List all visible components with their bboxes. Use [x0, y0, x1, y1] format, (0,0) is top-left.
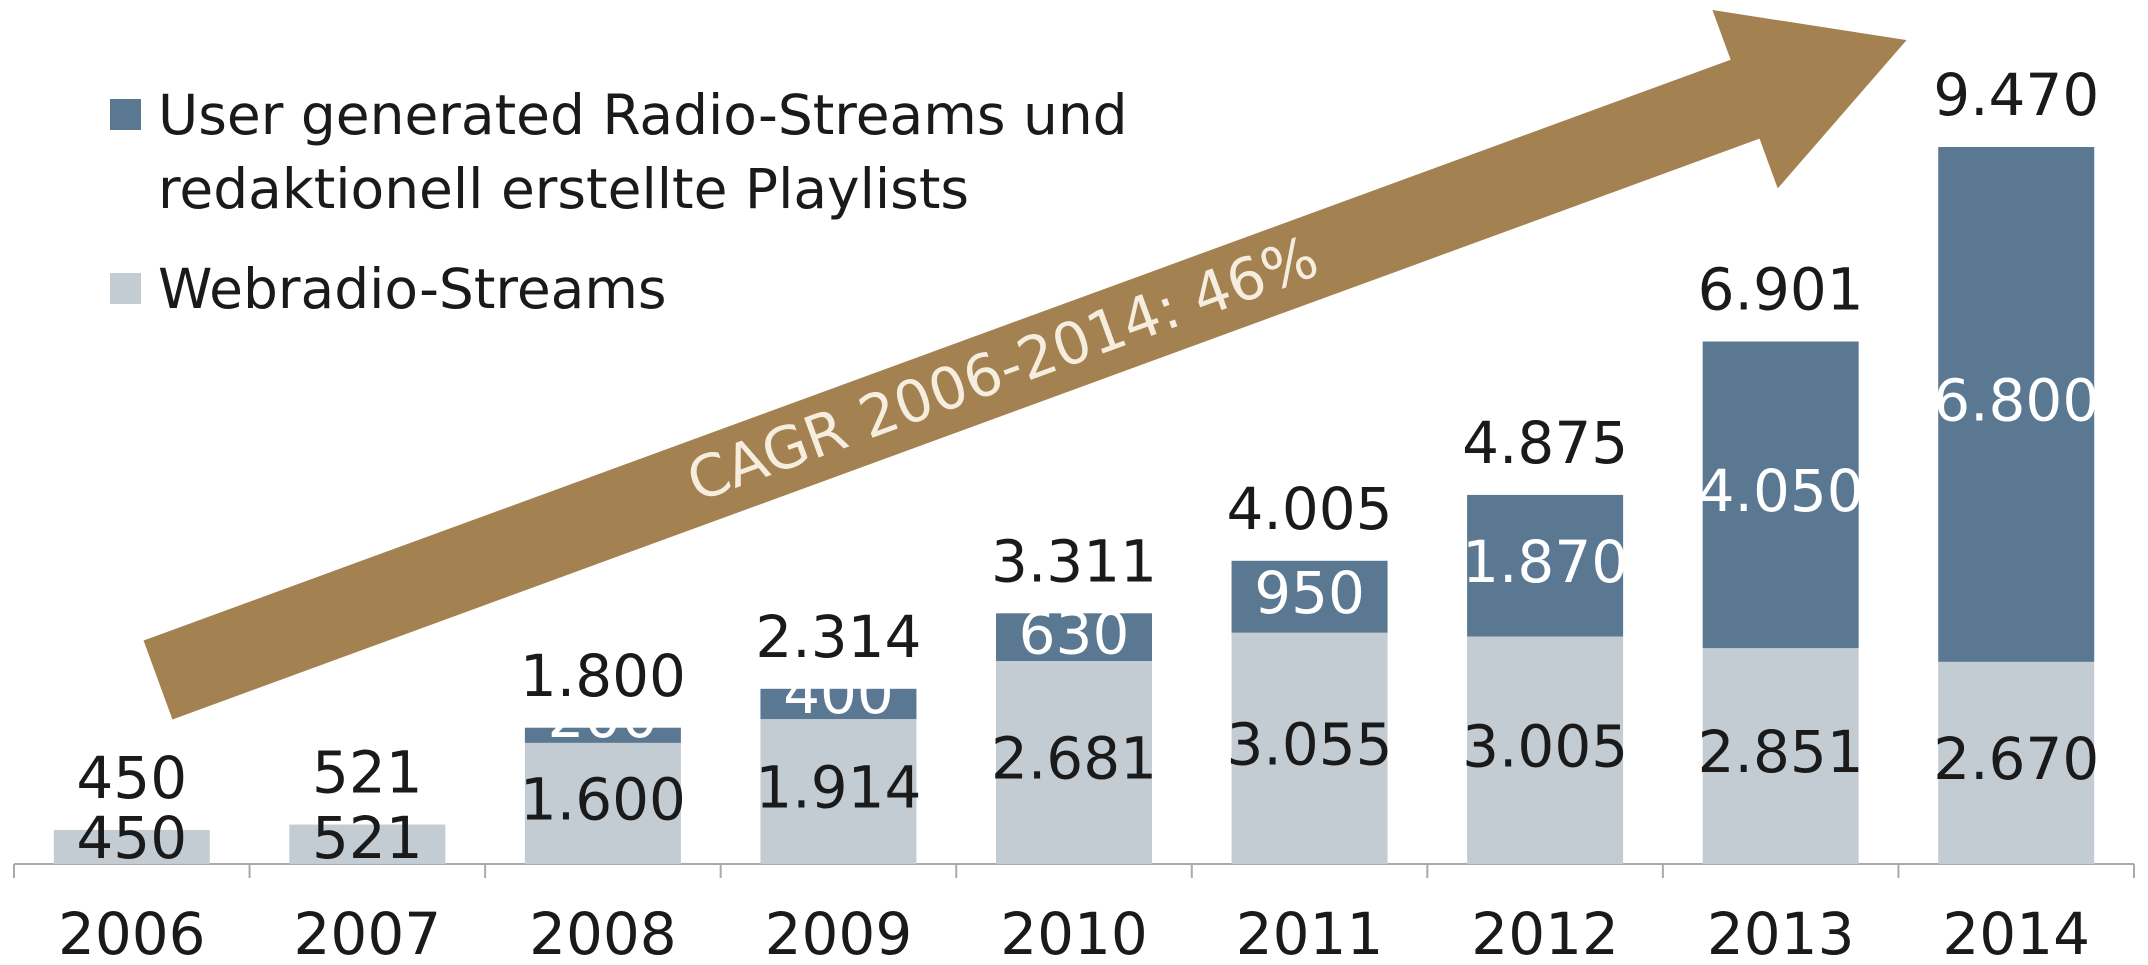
- x-tick-label: 2011: [1236, 900, 1384, 965]
- segment-label: 450: [76, 804, 187, 872]
- segment-label: 2.681: [991, 725, 1157, 793]
- segment-label: 521: [312, 804, 423, 872]
- segment-label: 400: [783, 659, 894, 727]
- total-label: 2.314: [755, 603, 921, 671]
- segment-label: 630: [1019, 599, 1130, 667]
- bar-segment: [996, 661, 1152, 864]
- bar-segment: [1231, 560, 1388, 633]
- legend-label: User generated Radio-Streams und redakti…: [158, 83, 1128, 221]
- segment-label: 1.600: [520, 766, 686, 834]
- x-tick-label: 2007: [294, 900, 442, 965]
- legend-label: Webradio-Streams: [158, 257, 667, 321]
- x-tick-label: 2009: [765, 900, 913, 965]
- bar-segment: [524, 742, 681, 864]
- x-tick-label: 2013: [1707, 900, 1855, 965]
- arrow-shape: [143, 10, 1907, 720]
- bar-segment: [1467, 636, 1624, 864]
- bar-segment: [1467, 494, 1624, 637]
- segment-label: 950: [1254, 559, 1365, 627]
- total-label: 6.901: [1698, 256, 1864, 324]
- bar-segment: [1231, 632, 1388, 864]
- bar-segment: [289, 824, 446, 864]
- segment-label: 1.870: [1462, 528, 1628, 596]
- total-label: 4.875: [1462, 409, 1628, 477]
- total-label: 521: [312, 739, 423, 807]
- bar-segment: [996, 613, 1152, 662]
- x-tick-label: 2012: [1471, 900, 1619, 965]
- bar-segment: [524, 727, 681, 743]
- segment-label: 3.055: [1227, 710, 1393, 778]
- bar-segment: [1938, 147, 2095, 662]
- bar-segment: [1938, 661, 2095, 864]
- total-label: 3.311: [991, 527, 1157, 595]
- x-tick-label: 2010: [1000, 900, 1148, 965]
- segment-label: 6.800: [1933, 367, 2099, 435]
- total-label: 9.470: [1933, 61, 2099, 129]
- x-tick-label: 2008: [529, 900, 677, 965]
- total-label: 1.800: [520, 642, 686, 710]
- x-tick-label: 2006: [58, 900, 206, 965]
- total-label: 4.005: [1227, 475, 1393, 543]
- bar-segment: [1702, 648, 1859, 864]
- bar-segment: [1702, 341, 1859, 649]
- bar-segment: [760, 688, 917, 720]
- total-label: 450: [76, 744, 187, 812]
- x-tick-label: 2014: [1942, 900, 2090, 965]
- segment-label: 3.005: [1462, 712, 1628, 780]
- segment-label: 1.914: [755, 754, 921, 822]
- segment-label: 2.851: [1698, 718, 1864, 786]
- annotation: CAGR 2006-2014: 46%: [678, 223, 1327, 516]
- segment-label: 2.670: [1933, 725, 2099, 793]
- bar-segment: [53, 829, 210, 864]
- segment-label: 200: [548, 683, 659, 751]
- legend-swatch: [110, 273, 141, 304]
- legend-swatch: [110, 99, 141, 130]
- bar-segment: [760, 719, 917, 864]
- segment-label: 4.050: [1698, 457, 1864, 525]
